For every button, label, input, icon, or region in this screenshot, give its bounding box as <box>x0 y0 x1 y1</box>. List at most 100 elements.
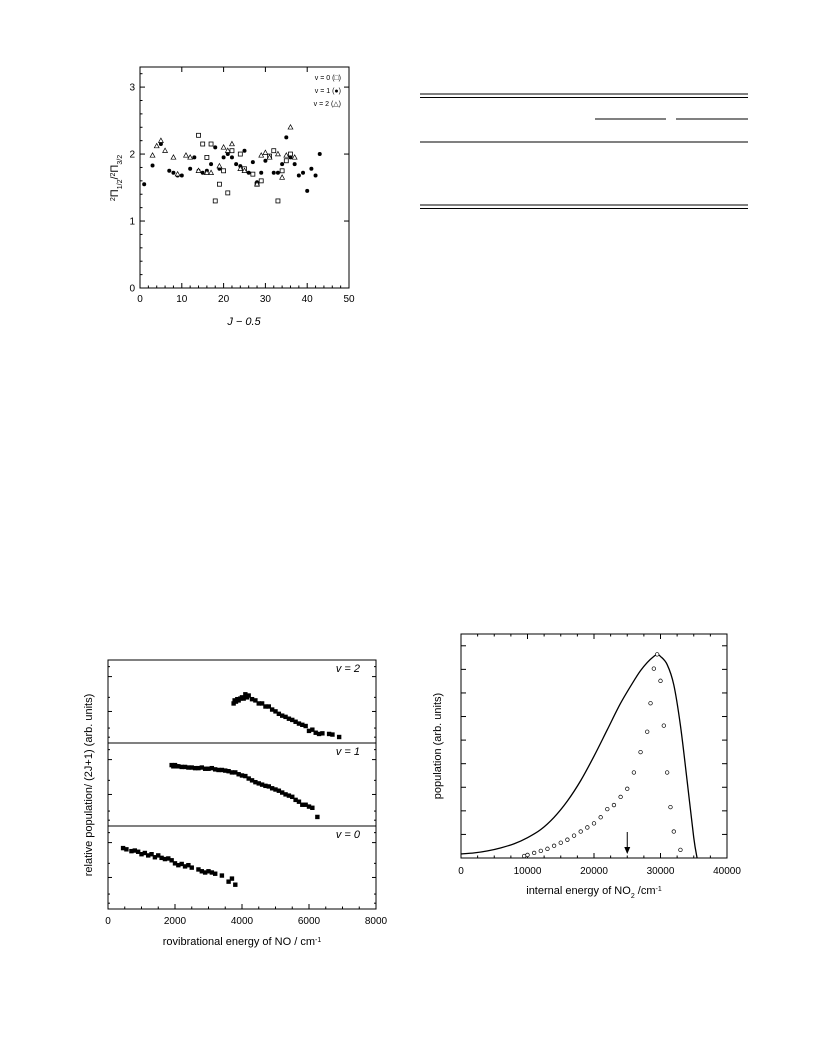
c2-point-panel-0 <box>246 693 251 698</box>
c1-legend-v1: v = 1 (●) <box>315 88 341 95</box>
c2-point-panel-2 <box>139 852 144 857</box>
c2-point-panel-0 <box>290 717 295 723</box>
c1-point-v2 <box>291 154 298 160</box>
c3-y-ticks <box>461 645 727 835</box>
c1-point-v0 <box>237 151 243 157</box>
c2-x-axis-label: rovibrational energy of NO / cm-1 <box>163 936 322 948</box>
c1-point-v1 <box>209 162 214 167</box>
c1-ylabel-pi2: Π <box>109 165 121 173</box>
chart-no-rovibrational: 0 2000 4000 6000 8000 v = 2 v = 1 v = 0 rovi… <box>83 659 388 948</box>
c3-data-point <box>638 749 643 755</box>
c2-point-panel-0 <box>233 699 239 704</box>
c1-data-points <box>142 123 322 204</box>
c2-point-panel-1 <box>233 770 238 775</box>
c1-ylabel-sup2: 2 <box>110 172 117 176</box>
c1-x-tick-label: 50 <box>343 294 355 305</box>
c3-data-point <box>625 786 630 791</box>
c1-legend: v = 0 (□) v = 1 (●) v = 2 (△) <box>314 75 341 108</box>
c2-point-panel-2 <box>226 879 231 884</box>
c2-x-tick-label: 2000 <box>164 916 187 927</box>
c1-point-v1 <box>221 155 226 160</box>
c1-ylabel-sub2: 3/2 <box>117 155 124 165</box>
c2-point-panel-2 <box>146 853 151 858</box>
c1-point-v2 <box>266 154 273 160</box>
c1-point-v0 <box>217 181 222 187</box>
c2-point-panel-1 <box>219 767 225 773</box>
c2-point-panel-2 <box>176 862 181 868</box>
c2-point-panel-1 <box>209 765 215 771</box>
c1-point-v2 <box>220 144 227 150</box>
c3-data-point <box>598 815 603 820</box>
c1-point-v1 <box>301 170 306 175</box>
c2-point-panel-2 <box>149 852 154 857</box>
c1-point-v2 <box>174 170 181 177</box>
c3-data-point <box>585 825 590 830</box>
c1-point-v1 <box>271 170 276 175</box>
c2-point-panel-1 <box>303 802 308 807</box>
c2-point-panel-1 <box>246 776 251 781</box>
c2-point-panel-2 <box>159 855 164 861</box>
c1-point-v1 <box>188 166 193 171</box>
c3-xlabel-unit: /cm <box>635 885 656 897</box>
c1-point-v1 <box>309 166 314 171</box>
c1-point-v2 <box>241 167 248 173</box>
c1-ylabel-pi1: Π <box>109 189 121 197</box>
c1-point-v2 <box>153 142 160 149</box>
c2-point-panel-0 <box>273 709 278 714</box>
c1-point-v0 <box>279 168 285 174</box>
c2-point-panel-1 <box>256 781 261 786</box>
c2-point-panel-2 <box>129 848 134 854</box>
c2-point-panel-2 <box>135 849 141 854</box>
c3-data-point <box>668 804 673 810</box>
c2-point-panel-1 <box>273 787 278 792</box>
c1-y-tick-label: 2 <box>129 150 135 161</box>
c2-point-panel-1 <box>189 765 194 770</box>
c3-x-tick-label: 40000 <box>713 866 741 877</box>
c2-point-panel-1 <box>239 773 245 778</box>
chart-no2-internal-energy: 0 10000 20000 30000 40000 internal energy of… <box>432 633 741 900</box>
c2-point-panel-1 <box>229 770 235 775</box>
c2-point-panel-2 <box>142 850 148 856</box>
c2-panel-label-v1: v = 1 <box>336 746 360 758</box>
c1-point-v0 <box>258 178 264 184</box>
c1-y-axis-label: 2Π1/2/2Π3/2 <box>109 155 124 201</box>
c2-panel-label-v2: v = 2 <box>336 663 360 675</box>
c2-point-panel-2 <box>189 865 194 870</box>
c1-point-v0 <box>225 190 231 196</box>
c1-point-v2 <box>279 174 286 180</box>
c1-point-v2 <box>237 165 244 171</box>
c2-point-panel-0 <box>263 704 268 709</box>
c2-point-panel-1 <box>259 782 265 787</box>
c2-point-panel-2 <box>213 871 218 876</box>
c3-data-point <box>618 794 623 800</box>
c1-point-v2 <box>262 149 269 155</box>
c1-point-v1 <box>142 182 147 187</box>
c2-point-panel-0 <box>306 728 312 734</box>
c1-point-v1 <box>213 145 218 150</box>
c2-point-panel-0 <box>280 713 285 718</box>
c3-data-point <box>661 723 666 728</box>
c1-ylabel-sup1: 2 <box>110 197 117 201</box>
c2-point-panel-1 <box>202 766 208 771</box>
c3-data-point <box>648 701 653 706</box>
c2-point-panel-1 <box>310 805 315 810</box>
c3-data-point <box>631 770 637 775</box>
c2-point-panel-0 <box>243 692 248 697</box>
c2-point-panel-2 <box>209 870 215 875</box>
c1-legend-v2: v = 2 (△) <box>314 101 341 108</box>
c1-x-tick-label: 0 <box>137 294 143 305</box>
c1-point-v2 <box>187 154 194 160</box>
c2-x-tick-label: 4000 <box>231 916 254 927</box>
c1-point-v0 <box>221 168 227 174</box>
c1-point-v2 <box>170 154 177 160</box>
c3-data-point <box>525 852 530 858</box>
c1-point-v1 <box>250 160 255 165</box>
c1-point-v0 <box>204 155 210 160</box>
c2-panel-label-v0: v = 0 <box>336 829 361 841</box>
c2-point-panel-1 <box>293 797 298 803</box>
c1-point-v2 <box>157 137 164 143</box>
c3-y-axis-label: population (arb. units) <box>432 693 444 799</box>
c2-point-panel-2 <box>206 869 211 874</box>
c1-ylabel-sub1: 1/2 <box>117 179 124 189</box>
